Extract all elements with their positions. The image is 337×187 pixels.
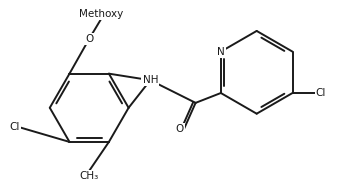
Text: O: O (176, 125, 184, 134)
Text: NH: NH (143, 75, 158, 85)
Text: O: O (85, 34, 93, 44)
Text: Cl: Cl (10, 122, 20, 132)
Text: Methoxy: Methoxy (79, 9, 123, 19)
Text: NH: NH (143, 75, 158, 85)
Text: N: N (217, 47, 225, 57)
Text: Cl: Cl (316, 88, 326, 98)
Text: CH₃: CH₃ (80, 171, 99, 181)
